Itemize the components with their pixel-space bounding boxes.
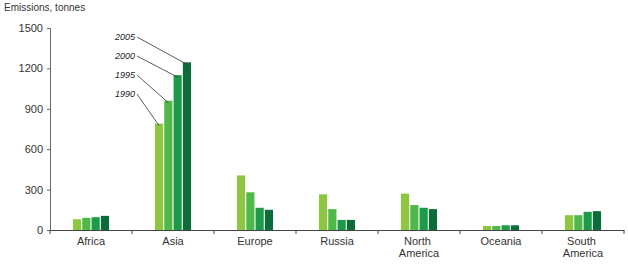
y-tick-label: 900 xyxy=(25,103,43,115)
bar xyxy=(174,75,182,230)
x-tick: Asia xyxy=(162,230,184,247)
leader-line xyxy=(137,94,159,126)
x-tick: Oceania xyxy=(481,230,523,247)
x-tick-label: Oceania xyxy=(481,235,523,247)
bar xyxy=(338,220,346,230)
bar xyxy=(164,101,172,230)
bar xyxy=(483,226,491,230)
leader-line xyxy=(137,37,187,64)
series-label: 2005 xyxy=(114,32,136,42)
y-tick-label: 1200 xyxy=(19,62,43,74)
y-tick-mark xyxy=(47,190,50,191)
x-tick: Europe xyxy=(237,230,272,247)
y-tick: 600 xyxy=(25,143,50,155)
series-label: 2000 xyxy=(114,51,135,61)
x-tick-label: South America xyxy=(563,235,604,260)
bar xyxy=(265,210,273,230)
y-tick-mark xyxy=(47,149,50,150)
x-axis-line xyxy=(51,230,625,231)
y-axis-title: Emissions, tonnes xyxy=(4,2,85,13)
bar xyxy=(492,226,500,230)
y-tick-label: 600 xyxy=(25,143,43,155)
bar xyxy=(429,209,437,230)
y-tick: 900 xyxy=(25,103,50,115)
bar xyxy=(237,175,245,230)
bar xyxy=(584,212,592,230)
series-labels: 1990 1995 2000 2005 xyxy=(114,32,187,126)
y-tick: 300 xyxy=(25,184,50,196)
y-tick-label: 0 xyxy=(37,224,43,236)
leader-line xyxy=(137,75,168,103)
x-separator xyxy=(460,230,461,234)
bar xyxy=(347,220,355,230)
bar xyxy=(511,225,519,230)
y-tick-mark xyxy=(47,109,50,110)
x-separator xyxy=(296,230,297,234)
chart: 0 300 600 900 1200 1500 Africa Asia Europe Russia… xyxy=(0,0,628,267)
bar xyxy=(73,219,81,230)
series-label: 1995 xyxy=(115,70,136,80)
bar xyxy=(502,225,510,230)
y-tick: 0 xyxy=(37,224,50,236)
x-axis: Africa Asia Europe Russia North America Ocean… xyxy=(50,230,625,259)
x-separator xyxy=(214,230,215,234)
bar xyxy=(256,208,264,230)
bar xyxy=(328,209,336,230)
bars xyxy=(73,62,601,230)
y-tick: 1500 xyxy=(19,22,50,34)
bar xyxy=(183,62,191,230)
y-tick-label: 1500 xyxy=(19,22,43,34)
x-tick-label: Russia xyxy=(320,235,355,247)
bar xyxy=(410,205,418,230)
bar xyxy=(101,216,109,230)
x-tick: Africa xyxy=(77,230,106,247)
y-axis: 0 300 600 900 1200 1500 xyxy=(19,22,51,236)
bar xyxy=(82,218,90,230)
y-tick: 1200 xyxy=(19,62,50,74)
x-separator xyxy=(50,230,51,234)
y-tick-mark xyxy=(47,68,50,69)
x-tick-label: Asia xyxy=(162,235,184,247)
x-tick: Russia xyxy=(320,230,355,247)
x-tick-label: Europe xyxy=(237,235,272,247)
x-tick-label: Africa xyxy=(77,235,106,247)
bar xyxy=(593,211,601,230)
bar xyxy=(246,192,254,230)
bar xyxy=(155,124,163,230)
bar xyxy=(574,215,582,230)
x-separator xyxy=(624,230,625,234)
y-tick-mark xyxy=(47,28,50,29)
y-tick-label: 300 xyxy=(25,184,43,196)
bar xyxy=(565,215,573,230)
x-separator xyxy=(132,230,133,234)
bar xyxy=(420,208,428,230)
x-tick: North America xyxy=(399,230,440,259)
series-label: 1990 xyxy=(115,89,135,99)
bar xyxy=(401,194,409,230)
y-axis-line xyxy=(47,29,51,231)
plot: 0 300 600 900 1200 1500 Africa Asia Europe Russia… xyxy=(19,22,625,259)
x-separator xyxy=(378,230,379,234)
bar xyxy=(319,194,327,230)
x-separator xyxy=(542,230,543,234)
x-tick: South America xyxy=(563,230,604,259)
leader-line xyxy=(137,56,178,77)
x-tick-label: North America xyxy=(399,235,440,260)
bar xyxy=(92,217,100,230)
